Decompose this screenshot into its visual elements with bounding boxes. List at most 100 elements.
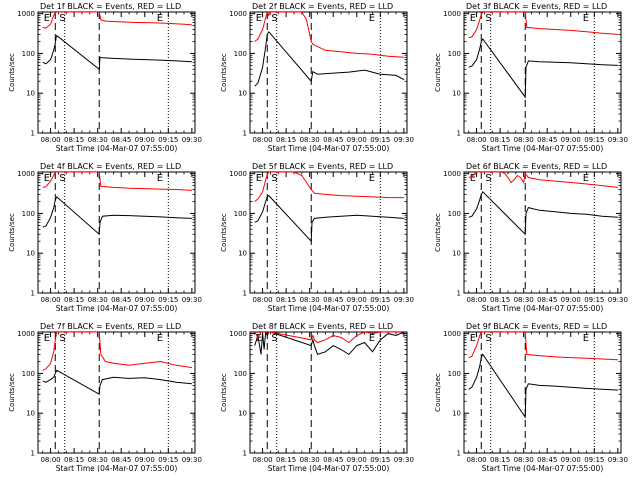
events-series-line	[42, 34, 192, 71]
events-series-line	[254, 332, 405, 356]
y-tick-label: 1	[31, 290, 35, 298]
y-tick-label: 100	[448, 50, 461, 58]
y-tick-label: 100	[22, 210, 35, 218]
detector-panel: Det 5f BLACK = Events, RED = LLD 1 10 100 10…	[220, 162, 414, 313]
x-tick-label: 09:15	[370, 136, 390, 144]
event-marker-label: E	[44, 333, 50, 344]
y-tick-label: 10	[238, 410, 247, 418]
y-tick-label: 1	[31, 130, 35, 138]
x-tick-label: 09:30	[608, 296, 628, 304]
detector-panel: Det 1f BLACK = Events, RED = LLD 1 10 100 10…	[8, 2, 202, 153]
plot-frame	[37, 331, 196, 454]
y-axis-label: Counts/sec	[220, 53, 228, 92]
x-tick-label: 08:15	[276, 296, 296, 304]
x-tick-label: 09:15	[158, 136, 178, 144]
x-tick-label: 08:45	[537, 136, 557, 144]
event-marker-label: S	[271, 333, 277, 344]
x-tick-label: 09:15	[158, 456, 178, 464]
panel-title: Det 3f BLACK = Events, RED = LLD	[466, 2, 607, 11]
x-axis-label: Start Time (04-Mar-07 07:55:00)	[482, 144, 604, 153]
lld-series-line	[42, 12, 192, 29]
lld-series-line	[468, 12, 618, 39]
lld-series-line	[468, 172, 618, 188]
event-marker-label: E	[157, 13, 163, 24]
lld-series-line	[254, 12, 404, 58]
detector-panel: Det 4f BLACK = Events, RED = LLD 1 10 100 10…	[8, 162, 202, 313]
x-tick-label: 09:00	[135, 136, 155, 144]
y-tick-label: 1	[457, 130, 461, 138]
event-marker-label: S	[485, 173, 491, 184]
event-marker-label: E	[470, 333, 476, 344]
x-tick-label: 08:30	[514, 296, 534, 304]
x-tick-label: 09:00	[135, 296, 155, 304]
plot-frame	[249, 331, 408, 454]
y-tick-label: 10	[452, 90, 461, 98]
x-tick-label: 08:45	[323, 136, 343, 144]
x-tick-label: 08:45	[111, 456, 131, 464]
x-tick-label: 08:00	[252, 136, 272, 144]
y-tick-label: 100	[22, 370, 35, 378]
x-axis-label: Start Time (04-Mar-07 07:55:00)	[56, 144, 178, 153]
panel-title: Det 1f BLACK = Events, RED = LLD	[40, 2, 181, 11]
event-marker-label: E	[256, 13, 262, 24]
series-group	[254, 332, 405, 356]
event-marker-label: S	[271, 13, 277, 24]
y-tick-label: 100	[234, 50, 247, 58]
event-marker-label: E	[583, 13, 589, 24]
y-tick-label: 100	[22, 50, 35, 58]
y-tick-label: 10	[26, 250, 35, 258]
y-tick-label: 1000	[229, 330, 247, 338]
x-tick-label: 08:00	[466, 456, 486, 464]
x-tick-label: 09:30	[182, 456, 202, 464]
lld-series-line	[42, 332, 192, 371]
y-axis-label: Counts/sec	[434, 213, 442, 252]
event-marker-label: S	[59, 173, 65, 184]
event-marker-label: E	[256, 173, 262, 184]
x-axis-label: Start Time (04-Mar-07 07:55:00)	[482, 304, 604, 313]
x-axis-label: Start Time (04-Mar-07 07:55:00)	[268, 144, 390, 153]
x-tick-label: 08:30	[88, 136, 108, 144]
plot-frame	[463, 171, 622, 294]
y-axis-label: Counts/sec	[8, 213, 16, 252]
y-axis-label: Counts/sec	[8, 373, 16, 412]
series-group	[42, 172, 192, 236]
x-tick-label: 08:00	[40, 136, 60, 144]
panel-title: Det 2f BLACK = Events, RED = LLD	[252, 2, 393, 11]
x-tick-label: 08:15	[64, 456, 84, 464]
x-tick-label: 08:00	[40, 456, 60, 464]
y-tick-label: 100	[234, 370, 247, 378]
x-tick-label: 08:00	[466, 136, 486, 144]
y-tick-label: 100	[448, 370, 461, 378]
x-tick-label: 08:45	[537, 296, 557, 304]
x-tick-label: 08:45	[323, 456, 343, 464]
x-tick-label: 09:00	[561, 136, 581, 144]
y-tick-label: 10	[238, 250, 247, 258]
x-tick-label: 08:30	[88, 296, 108, 304]
y-tick-label: 1	[243, 130, 247, 138]
x-tick-label: 09:00	[561, 296, 581, 304]
x-tick-label: 09:30	[182, 136, 202, 144]
x-tick-label: 08:45	[111, 296, 131, 304]
event-marker-label: E	[157, 173, 163, 184]
x-tick-label: 09:15	[370, 456, 390, 464]
event-marker-label: E	[583, 173, 589, 184]
y-tick-label: 1000	[17, 10, 35, 18]
events-series-line	[468, 353, 618, 419]
series-group	[254, 12, 405, 87]
panel-title: Det 9f BLACK = Events, RED = LLD	[466, 322, 607, 331]
y-tick-label: 1000	[17, 170, 35, 178]
y-tick-label: 10	[26, 410, 35, 418]
event-marker-label: S	[485, 13, 491, 24]
series-group	[254, 172, 404, 243]
x-tick-label: 08:00	[252, 296, 272, 304]
events-series-line	[42, 196, 192, 236]
y-tick-label: 100	[448, 210, 461, 218]
event-marker-label: E	[44, 13, 50, 24]
event-marker-label: E	[157, 333, 163, 344]
x-tick-label: 08:15	[490, 296, 510, 304]
detector-panel: Det 6f BLACK = Events, RED = LLD 1 10 100 10…	[434, 162, 628, 313]
y-axis-label: Counts/sec	[220, 213, 228, 252]
series-group	[468, 172, 618, 236]
y-tick-label: 1000	[443, 10, 461, 18]
